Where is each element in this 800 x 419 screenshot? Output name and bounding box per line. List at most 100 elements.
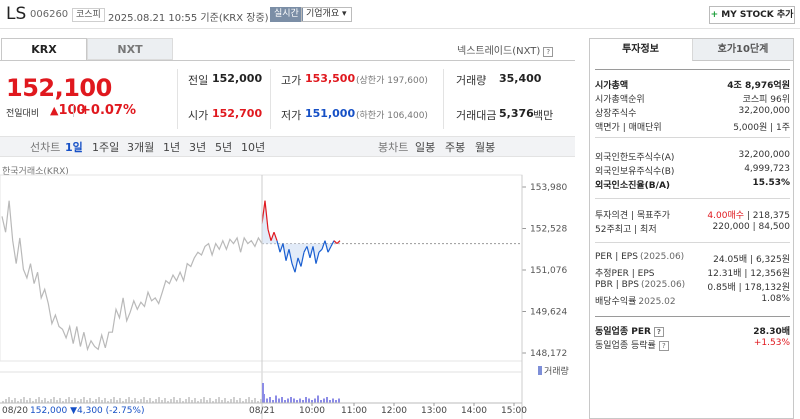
info-row-value: 220,000 | 84,500 — [713, 222, 790, 232]
nextrade-link[interactable]: 넥스트레이드(NXT)? — [457, 42, 554, 57]
tab-3year[interactable]: 3년 — [189, 141, 207, 154]
volume-bar — [335, 400, 337, 403]
tab-investment-info[interactable]: 투자정보 — [590, 39, 691, 61]
today-series-segment — [336, 240, 341, 245]
tab-1week[interactable]: 1주일 — [92, 141, 120, 154]
info-tabs: 투자정보 호가10단계 — [590, 39, 793, 61]
volume-bar — [227, 401, 229, 403]
tab-krx[interactable]: KRX — [1, 38, 87, 60]
info-row-label: PER | EPS (2025.06) — [595, 252, 685, 262]
volume-bar — [200, 399, 202, 403]
info-icon[interactable]: ? — [658, 341, 669, 351]
info-row-label: 투자의견 | 목표주가 — [595, 211, 670, 221]
volume-bar — [194, 398, 196, 403]
volume-bar — [122, 401, 124, 403]
change-value: ▲100 — [50, 103, 86, 118]
trade-amount-label: 거래대금 — [456, 109, 497, 122]
info-row: PER | EPS (2025.06) 24.05배 | 6,325원 — [595, 252, 790, 265]
volume-bar — [262, 383, 264, 403]
today-area-fill — [262, 200, 340, 273]
volume-bar — [71, 400, 73, 403]
today-series-segment — [333, 240, 338, 245]
volume-bar — [5, 399, 7, 403]
volume-axis-label: 거래량 — [544, 365, 569, 377]
tab-daily-candle[interactable]: 일봉 — [415, 141, 436, 154]
info-row-value: 1.08% — [761, 294, 790, 304]
volume-bar — [179, 398, 181, 403]
info-row-value: 4.00매수 | 218,375 — [707, 211, 790, 221]
info-row-value-text: 1.08% — [761, 294, 790, 304]
tab-1day[interactable]: 1일 — [65, 141, 83, 154]
volume-bar — [224, 398, 226, 403]
info-row-value-text: +1.53% — [753, 338, 790, 348]
divider — [595, 316, 790, 317]
change-amount: 100 — [58, 103, 85, 118]
info-row-value: 4,999,723 — [744, 164, 790, 174]
today-series-segment — [294, 257, 299, 273]
stock-header: LS 006260 코스피 2025.08.21 10:55 기준(KRX 장중… — [0, 0, 800, 29]
volume-bar — [125, 399, 127, 403]
volume-bar — [8, 397, 10, 403]
today-series-segment — [270, 232, 275, 241]
volume-bar — [236, 400, 238, 403]
tab-nxt[interactable]: NXT — [87, 38, 173, 60]
volume-bar — [311, 400, 313, 403]
volume-bar — [65, 399, 67, 403]
info-row-label: 외국인한도주식수(A) — [595, 153, 675, 163]
help-icon[interactable]: ? — [653, 327, 664, 337]
tab-3month[interactable]: 3개월 — [127, 141, 155, 154]
volume-bar — [206, 400, 208, 403]
company-overview-dropdown[interactable]: 기업개요 ▾ — [301, 7, 352, 22]
y-tick-label: 153,980 — [530, 183, 567, 193]
volume-bar — [146, 400, 148, 403]
volume-bar — [188, 397, 190, 403]
tab-monthly-candle[interactable]: 월봉 — [475, 141, 496, 154]
volume-bar — [290, 397, 292, 403]
volume-bar — [155, 399, 157, 403]
volume-bar — [143, 397, 145, 403]
volume-bar — [95, 399, 97, 403]
volume-bar — [131, 400, 133, 403]
volume-bar — [281, 397, 283, 403]
info-row: 시가총액 4조 8,976억원 — [595, 78, 790, 91]
volume-bar — [32, 401, 34, 403]
info-row-value: 24.05배 | 6,325원 — [713, 252, 790, 265]
market-tabs: KRX NXT — [1, 38, 173, 60]
info-row-value: 0.85배 | 178,132원 — [707, 280, 790, 293]
price-chart-svg: 한국거래소(KRX) 153,980 152,528 151,076 149,624 1… — [0, 166, 569, 419]
volume-bar — [317, 395, 319, 403]
volume-bar — [53, 397, 55, 403]
volume-bar — [113, 397, 115, 403]
volume-bar — [275, 395, 277, 403]
volume-bar — [62, 401, 64, 403]
tab-orderbook[interactable]: 호가10단계 — [692, 39, 793, 61]
volume-bar — [128, 397, 130, 403]
volume-bar — [257, 401, 259, 403]
volume-bar — [14, 398, 16, 403]
volume-bar — [218, 397, 220, 403]
today-series-segment — [321, 240, 326, 250]
info-row-label: 배당수익률 2025.02 — [595, 297, 676, 307]
info-row-value: 32,200,000 — [738, 106, 790, 116]
volume-bar — [83, 397, 85, 403]
tab-1year[interactable]: 1년 — [163, 141, 181, 154]
info-row-value-text: 15.53% — [752, 178, 791, 188]
volume-bar — [20, 399, 22, 403]
tab-5year[interactable]: 5년 — [215, 141, 233, 154]
volume-legend-swatch — [538, 366, 542, 375]
change-percent: +0.07% — [80, 103, 136, 118]
volume-bar — [254, 398, 256, 403]
tab-weekly-candle[interactable]: 주봉 — [445, 141, 466, 154]
volume-bar — [152, 401, 154, 403]
price-chart[interactable]: 한국거래소(KRX) 153,980 152,528 151,076 149,624 1… — [0, 157, 575, 419]
info-row-label: 시가총액 — [595, 81, 629, 91]
x-tick-label: 14:00 — [461, 406, 487, 416]
volume-bar — [230, 399, 232, 403]
info-row-value: 32,200,000 — [738, 150, 790, 160]
add-mystock-button[interactable]: + MY STOCK 추가 — [709, 6, 795, 24]
realtime-badge[interactable]: 실시간 — [270, 7, 303, 22]
chevron-down-icon: ▾ — [342, 9, 347, 19]
help-icon[interactable]: ? — [543, 47, 554, 57]
y-tick-label: 148,172 — [530, 349, 567, 359]
tab-10year[interactable]: 10년 — [241, 141, 266, 154]
